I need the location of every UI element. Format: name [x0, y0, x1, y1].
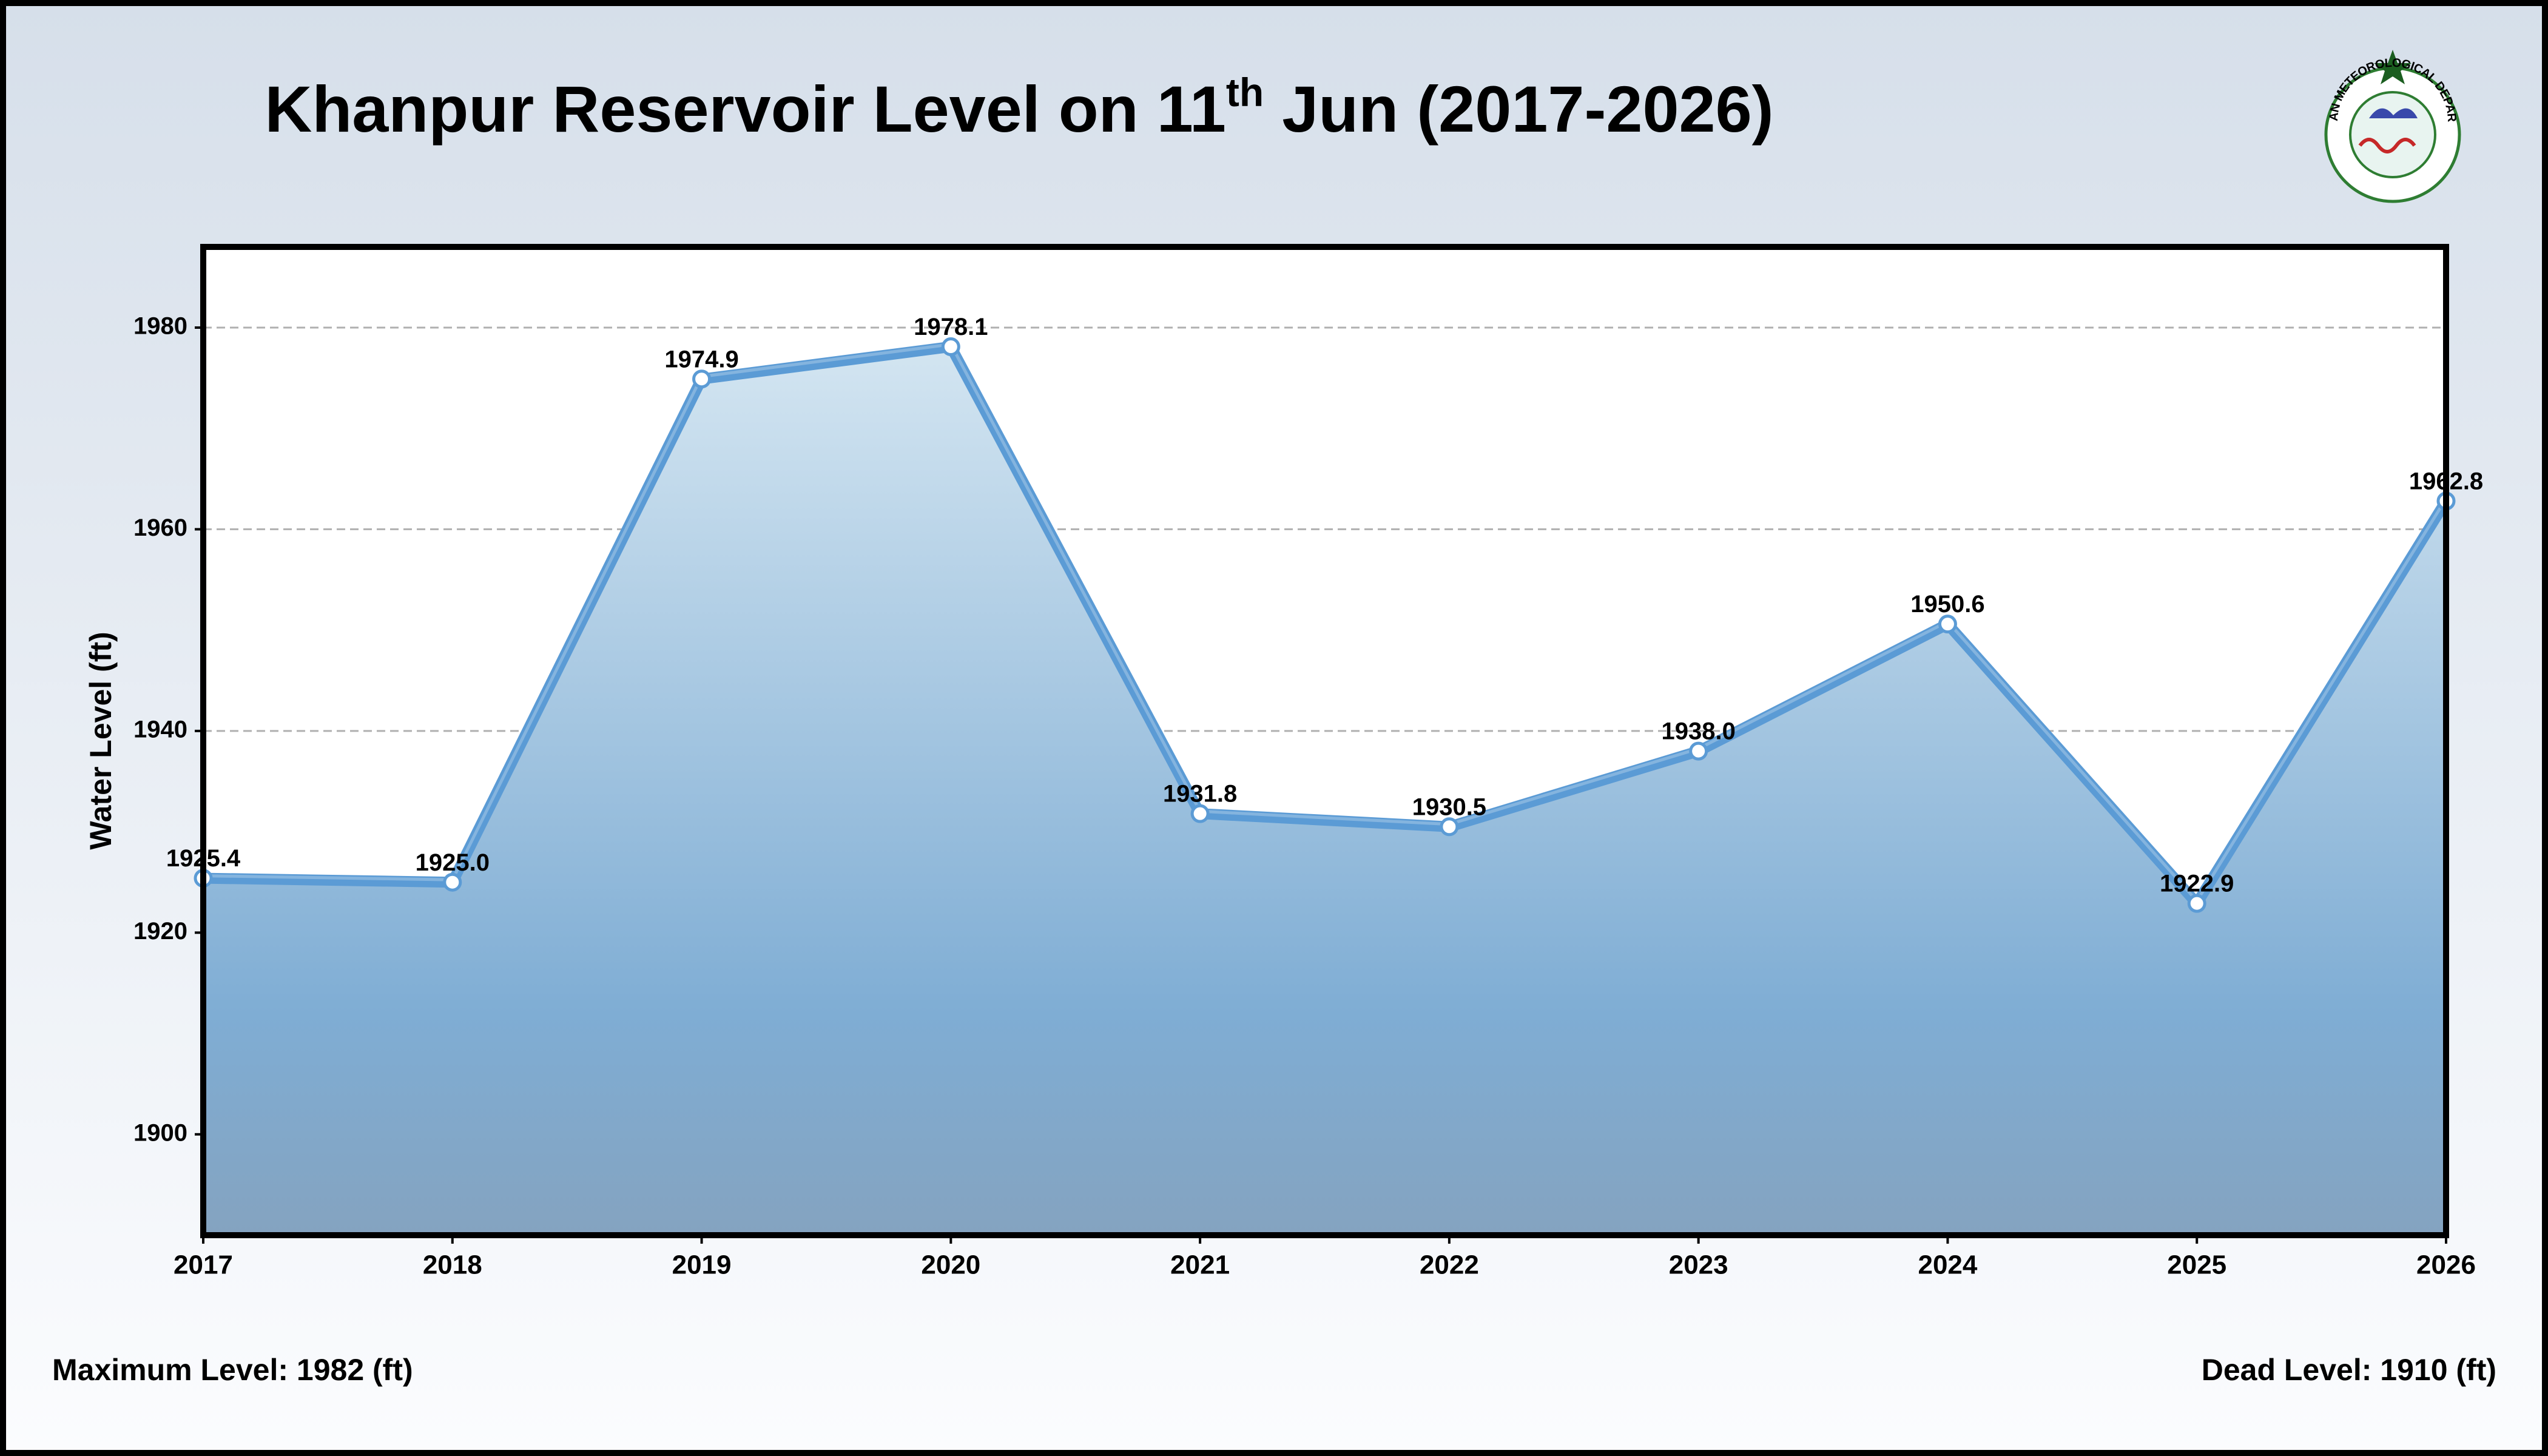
line-highlight [203, 343, 2448, 903]
point [443, 872, 462, 892]
x-tick-label: 2024 [1918, 1250, 1977, 1280]
x-tick-label: 2021 [1170, 1250, 1230, 1280]
x-tick-label: 2018 [423, 1250, 482, 1280]
data-label: 1974.9 [664, 346, 738, 372]
data-label: 1931.8 [1163, 781, 1237, 807]
data-label: 1938.0 [1661, 718, 1735, 745]
y-tick-label: 1960 [133, 514, 187, 541]
data-label: 1978.1 [914, 314, 988, 340]
data-label: 1950.6 [1910, 591, 1984, 618]
x-tick-label: 2026 [2416, 1250, 2476, 1280]
x-tick-label: 2025 [2167, 1250, 2226, 1280]
y-tick-label: 1900 [133, 1119, 187, 1146]
y-tick-label: 1940 [133, 716, 187, 743]
y-axis-label: Water Level (ft) [84, 632, 118, 849]
x-tick-label: 2020 [921, 1250, 980, 1280]
logo-wave [2358, 138, 2416, 153]
plot [194, 326, 2456, 1235]
logo-inner [2349, 91, 2436, 178]
logo-cloud [2369, 108, 2418, 118]
point [1689, 741, 1708, 761]
data-label: 1922.9 [2160, 871, 2234, 897]
data-label: 1925.0 [416, 849, 490, 876]
point [941, 337, 960, 357]
title-superscript: th [1226, 70, 1264, 115]
point [2187, 894, 2206, 913]
point [1938, 615, 1957, 634]
point [1440, 817, 1459, 837]
x-tick-label: 2023 [1669, 1250, 1728, 1280]
data-label: 1925.4 [166, 845, 241, 872]
point [1190, 804, 1210, 823]
x-tick-label: 2017 [174, 1250, 233, 1280]
line [198, 341, 2452, 909]
y-tick-label: 1980 [133, 313, 187, 340]
chart-title: Khanpur Reservoir Level on 11th Jun (201… [265, 70, 1773, 145]
title-main: Khanpur Reservoir Level on 11 [265, 72, 1226, 146]
plot-frame [200, 244, 2449, 1238]
y-tick-label: 1920 [133, 918, 187, 945]
point [692, 369, 712, 389]
x-tick-label: 2022 [1420, 1250, 1479, 1280]
area [203, 346, 2446, 1235]
x-tick-label: 2019 [672, 1250, 732, 1280]
logo-star [2374, 50, 2412, 84]
data-label: 1930.5 [1412, 794, 1486, 820]
dead-level-note: Dead Level: 1910 (ft) [2202, 1353, 2496, 1387]
data-label: 1962.8 [2409, 468, 2483, 494]
title-rest: Jun (2017-2026) [1264, 72, 1773, 146]
max-level-note: Maximum Level: 1982 (ft) [52, 1353, 413, 1387]
